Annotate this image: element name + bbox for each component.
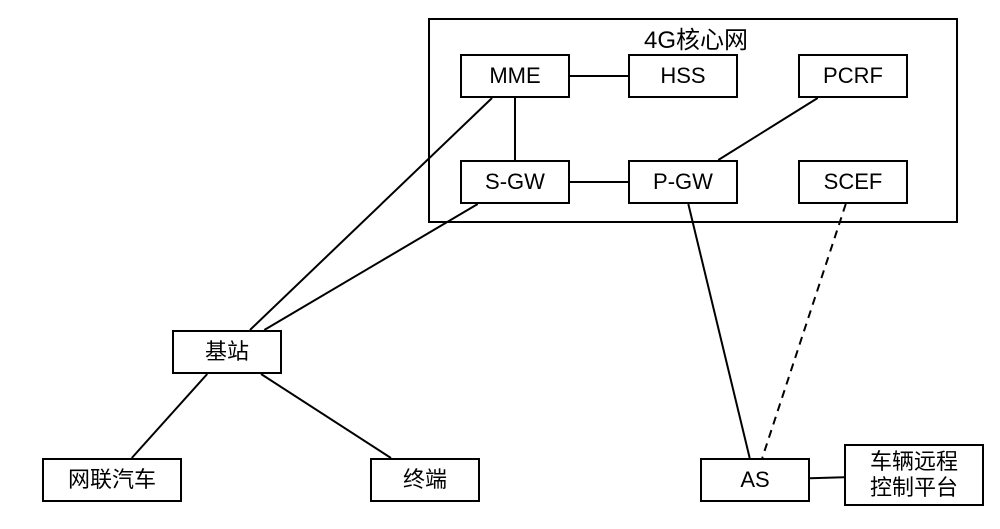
node-sgw: S-GW — [460, 160, 570, 204]
node-term-label: 终端 — [403, 467, 447, 493]
node-connected-car: 网联汽车 — [42, 458, 182, 502]
node-base-station: 基站 — [172, 330, 282, 374]
node-hss: HSS — [628, 54, 738, 98]
node-scef-label: SCEF — [824, 169, 883, 195]
node-hss-label: HSS — [660, 63, 705, 89]
node-plat-label: 车辆远程控制平台 — [870, 449, 958, 502]
node-as: AS — [700, 458, 810, 502]
node-as-label: AS — [740, 467, 769, 493]
node-pcrf-label: PCRF — [823, 63, 883, 89]
node-sgw-label: S-GW — [485, 169, 545, 195]
node-mme-label: MME — [489, 63, 540, 89]
node-pgw-label: P-GW — [653, 169, 713, 195]
node-pgw: P-GW — [628, 160, 738, 204]
node-car-label: 网联汽车 — [68, 467, 156, 493]
core-network-label: 4G核心网 — [640, 20, 752, 55]
node-pcrf: PCRF — [798, 54, 908, 98]
node-scef: SCEF — [798, 160, 908, 204]
node-terminal: 终端 — [370, 458, 480, 502]
node-bs-label: 基站 — [205, 339, 249, 365]
node-remote-platform: 车辆远程控制平台 — [844, 444, 984, 506]
node-mme: MME — [460, 54, 570, 98]
